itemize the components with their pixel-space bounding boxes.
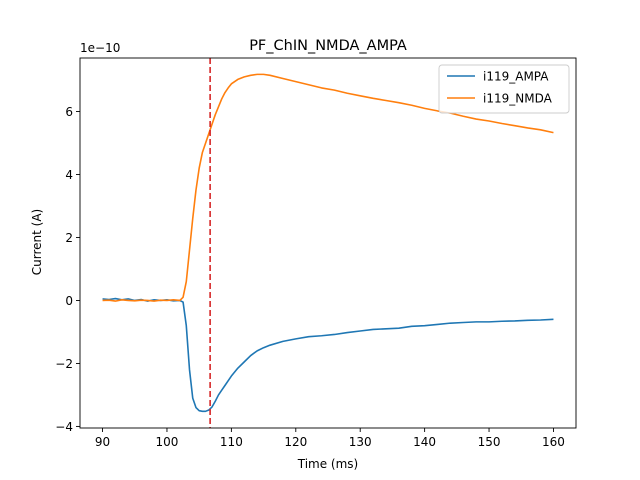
- y-tick-label: −2: [55, 357, 73, 371]
- x-tick-label: 130: [349, 435, 372, 449]
- x-tick-label: 110: [220, 435, 243, 449]
- legend-box: [438, 64, 570, 114]
- series-line-1: [102, 73, 554, 302]
- y-tick-label: 6: [65, 105, 73, 119]
- x-tick-label: 150: [478, 435, 501, 449]
- x-tick-label: 100: [156, 435, 179, 449]
- y-tick-label: 2: [65, 231, 73, 245]
- plot-area: 90 100 110 120 130 140 150 160 −4 −2 0 2 4 6: [55, 57, 577, 449]
- x-tick-label: 90: [95, 435, 110, 449]
- y-tick-label: 4: [65, 168, 73, 182]
- y-tick-label: 0: [65, 294, 73, 308]
- y-tick-label: −4: [55, 420, 73, 434]
- x-tick-label: 120: [284, 435, 307, 449]
- y-offset-label: 1e−10: [80, 41, 120, 55]
- x-tick-label: 140: [413, 435, 436, 449]
- x-tick-label: 160: [542, 435, 565, 449]
- x-axis-title: Time (ms): [297, 457, 359, 471]
- chart-title: PF_ChIN_NMDA_AMPA: [249, 38, 407, 54]
- legend-label-1: i119_NMDA: [483, 92, 553, 106]
- legend: i119_AMPA i119_NMDA: [438, 64, 570, 114]
- plot-frame: [79, 57, 577, 429]
- y-axis-title: Current (A): [30, 209, 44, 275]
- legend-label-0: i119_AMPA: [483, 70, 549, 84]
